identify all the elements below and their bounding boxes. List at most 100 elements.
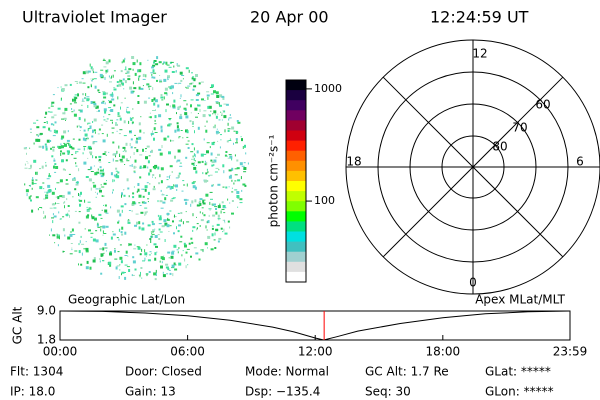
speckle: [225, 151, 228, 153]
speckle: [94, 172, 98, 176]
speckle: [51, 217, 54, 219]
speckle: [159, 200, 163, 203]
speckle: [202, 200, 205, 203]
speckle: [119, 269, 121, 271]
speckle: [72, 98, 73, 102]
speckle: [132, 256, 135, 259]
speckle: [205, 225, 207, 229]
speckle: [132, 81, 134, 85]
speckle: [197, 126, 200, 130]
speckle: [116, 237, 119, 239]
speckle: [139, 62, 142, 66]
right-label: Apex MLat/MLT: [475, 293, 565, 307]
speckle: [166, 103, 169, 106]
speckle: [87, 157, 89, 159]
speckle: [111, 132, 114, 134]
speckle: [90, 187, 92, 191]
speckle: [148, 254, 151, 256]
time: 12:24:59 UT: [430, 8, 529, 27]
speckle: [115, 160, 119, 162]
speckle: [168, 257, 170, 259]
speckle: [164, 239, 166, 242]
speckle: [133, 152, 135, 155]
speckle: [130, 146, 133, 149]
speckle: [62, 251, 65, 252]
speckle: [26, 152, 27, 155]
speckle: [78, 81, 82, 84]
speckle: [176, 122, 179, 125]
speckle: [182, 180, 185, 182]
speckle: [114, 176, 117, 178]
speckle: [240, 136, 242, 138]
speckle: [128, 269, 131, 272]
speckle: [209, 191, 213, 193]
speckle: [37, 208, 39, 211]
speckle: [110, 119, 113, 121]
speckle: [79, 203, 81, 207]
speckle: [160, 207, 164, 209]
speckle: [71, 154, 74, 156]
speckle: [122, 78, 125, 81]
speckle: [166, 187, 168, 189]
speckle: [92, 132, 94, 134]
speckle: [98, 159, 100, 162]
speckle: [139, 176, 142, 179]
speckle: [213, 110, 217, 114]
speckle: [193, 153, 195, 157]
speckle: [94, 217, 97, 221]
speckle: [82, 82, 86, 84]
speckle: [150, 150, 152, 153]
speckle: [223, 170, 225, 174]
speckle: [160, 125, 163, 129]
speckle: [159, 152, 163, 156]
speckle: [221, 95, 225, 98]
speckle: [87, 201, 91, 203]
speckle: [200, 249, 204, 251]
speckle: [77, 148, 81, 150]
speckle: [92, 155, 94, 159]
speckle: [131, 210, 133, 213]
speckle: [80, 263, 83, 266]
speckle: [73, 157, 77, 159]
speckle: [166, 64, 170, 66]
speckle: [119, 256, 123, 260]
speckle: [192, 185, 196, 189]
speckle: [196, 150, 199, 154]
speckle: [30, 199, 32, 202]
speckle: [95, 156, 97, 159]
speckle: [227, 122, 229, 126]
speckle: [176, 160, 178, 163]
speckle: [231, 200, 234, 202]
colorbar-segment: [286, 181, 306, 192]
speckle: [167, 185, 171, 188]
speckle: [159, 81, 163, 83]
speckle: [211, 142, 215, 146]
speckle: [110, 93, 114, 97]
speckle: [160, 167, 164, 171]
speckle: [207, 235, 211, 239]
speckle: [50, 147, 52, 150]
speckle: [45, 194, 49, 197]
speckle: [71, 147, 75, 150]
speckle: [78, 124, 80, 127]
speckle: [191, 162, 195, 165]
speckle: [92, 71, 94, 74]
speckle: [128, 243, 132, 246]
speckle: [52, 146, 55, 148]
speckle: [121, 271, 125, 274]
speckle: [29, 147, 31, 149]
speckle: [158, 79, 162, 81]
speckle: [92, 259, 96, 263]
speckle: [136, 246, 140, 248]
speckle: [99, 169, 103, 172]
speckle: [154, 132, 158, 133]
speckle: [196, 204, 200, 207]
speckle: [99, 189, 102, 193]
speckle: [126, 178, 129, 182]
speckle: [218, 169, 220, 171]
speckle: [152, 87, 154, 91]
speckle: [153, 76, 156, 79]
speckle: [51, 155, 54, 158]
speckle: [119, 153, 121, 157]
speckle: [145, 151, 147, 152]
